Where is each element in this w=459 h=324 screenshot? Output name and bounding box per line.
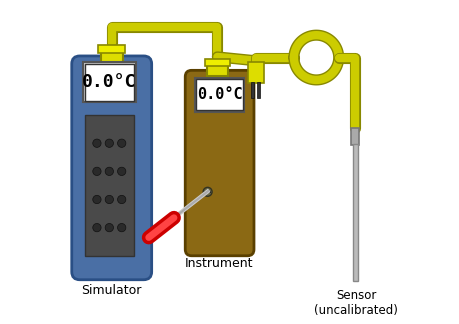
FancyBboxPatch shape <box>185 70 253 256</box>
Text: Simulator: Simulator <box>81 284 141 297</box>
Text: Instrument: Instrument <box>184 257 252 270</box>
Bar <box>353 144 357 281</box>
Bar <box>98 45 125 53</box>
Circle shape <box>93 224 101 232</box>
Circle shape <box>105 224 113 232</box>
Circle shape <box>105 195 113 204</box>
Circle shape <box>93 195 101 204</box>
Circle shape <box>203 187 212 196</box>
Bar <box>101 46 123 64</box>
Circle shape <box>118 224 126 232</box>
Bar <box>195 78 244 111</box>
Text: 0.0°C: 0.0°C <box>196 87 242 102</box>
Circle shape <box>105 139 113 147</box>
Bar <box>83 62 135 102</box>
Circle shape <box>118 195 126 204</box>
Bar <box>351 128 358 145</box>
Circle shape <box>118 139 126 147</box>
Bar <box>204 59 230 66</box>
Bar <box>84 64 134 101</box>
Circle shape <box>93 167 101 176</box>
Bar <box>207 60 227 76</box>
Bar <box>196 79 242 110</box>
Bar <box>256 82 259 98</box>
Circle shape <box>105 167 113 176</box>
Text: 0.0°C: 0.0°C <box>82 73 136 91</box>
Bar <box>251 82 254 98</box>
Bar <box>84 115 134 256</box>
Circle shape <box>118 167 126 176</box>
Text: Sensor
(uncalibrated): Sensor (uncalibrated) <box>313 289 397 317</box>
FancyBboxPatch shape <box>72 56 151 280</box>
Bar <box>247 62 263 83</box>
Circle shape <box>93 139 101 147</box>
